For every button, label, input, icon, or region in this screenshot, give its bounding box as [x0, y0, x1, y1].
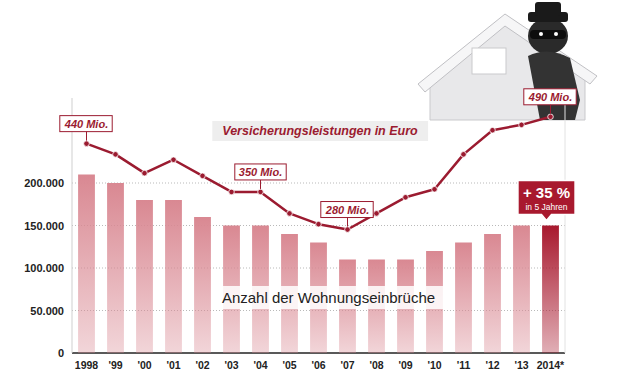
data-label-pointer [550, 105, 551, 114]
data-label: 350 Mio. [239, 166, 282, 178]
bar [194, 217, 211, 353]
data-label: 440 Mio. [64, 118, 108, 130]
bar [513, 226, 530, 354]
x-tick-label: '01 [166, 359, 180, 371]
chart: 0 50.000 100.000 150.000 200.000 1998 '99 '00 '0… [0, 0, 621, 383]
x-tick-label: '09 [398, 359, 412, 371]
series-label: Anzahl der Wohnungseinbrüche [222, 289, 435, 306]
bar [107, 183, 124, 353]
series-label-box [214, 286, 443, 309]
x-tick-label: '05 [282, 359, 296, 371]
series-label: Versicherungsleistungen in Euro [222, 124, 418, 138]
x-tick-label: '13 [514, 359, 528, 371]
labels: 1998 '99 '00 '01 '02 '03 '04 '05 '06 '07 '08 '09 '10… [60, 89, 576, 371]
line-marker [345, 227, 351, 233]
y2-axis-line [565, 98, 566, 353]
line-marker [142, 170, 148, 176]
data-label: 280 Mio. [325, 204, 369, 216]
x-tick-label: '99 [108, 359, 122, 371]
y-axis-line [72, 98, 73, 353]
burglar-illustration [418, 2, 597, 120]
line-marker [229, 189, 235, 195]
callout-subtext: in 5 Jahren [525, 202, 567, 212]
burglar-eye [554, 32, 558, 36]
grid-line [72, 183, 565, 184]
burglar-head [528, 18, 568, 54]
house [430, 22, 585, 120]
x-tick-label: '10 [427, 359, 441, 371]
y-tick-label: 0 [58, 347, 64, 359]
line-marker [374, 211, 380, 217]
x-tick-label: '06 [311, 359, 325, 371]
data-label-box [321, 202, 373, 218]
line-marker [200, 173, 206, 179]
data-label-box [524, 89, 576, 105]
y-tick-label: 50.000 [30, 305, 64, 317]
bar [165, 200, 182, 353]
line-marker [258, 189, 264, 195]
line-marker [490, 127, 496, 133]
bar [484, 234, 501, 353]
x-tick-label: '00 [137, 359, 151, 371]
x-tick-label: '08 [369, 359, 383, 371]
line-marker [403, 195, 409, 201]
grid [72, 183, 565, 353]
x-tick-label: '07 [340, 359, 354, 371]
x-tick-label: '11 [457, 359, 471, 371]
line-marker [287, 211, 293, 217]
burglar-body [528, 51, 580, 120]
x-tick-label: 1998 [75, 359, 99, 371]
line-marker [519, 122, 525, 128]
bar [542, 226, 559, 354]
callout: + 35 %in 5 Jahren [518, 181, 575, 221]
line-marker [548, 114, 554, 120]
data-label-pointer [347, 218, 348, 227]
burglar-hat-top [535, 2, 561, 16]
bar [136, 200, 153, 353]
line-marker [113, 152, 119, 158]
y-tick-label: 150.000 [24, 220, 64, 232]
line-marker [461, 152, 467, 158]
line-marker [316, 221, 322, 227]
x-tick-label: '02 [195, 359, 209, 371]
callout-box [518, 181, 575, 221]
callout-text: + 35 % [523, 184, 570, 201]
line-marker [171, 157, 177, 163]
burglar-eye [539, 32, 543, 36]
series-label-box [212, 121, 428, 141]
data-label-pointer [260, 180, 261, 189]
data-label-pointer [86, 132, 87, 141]
y-tick-label: 200.000 [24, 177, 64, 189]
y-tick-label: 100.000 [24, 262, 64, 274]
x-tick-label: '04 [253, 359, 267, 371]
x-tick-label: '12 [485, 359, 499, 371]
data-label-box [235, 164, 286, 180]
line-marker [84, 141, 90, 147]
x-tick-label: 2014* [537, 359, 565, 371]
plot-area [78, 114, 559, 353]
data-label-box [60, 116, 112, 132]
window [472, 48, 506, 74]
burglar-mask [530, 30, 566, 39]
line-marker [432, 186, 438, 192]
line [87, 117, 551, 230]
bar [455, 243, 472, 354]
x-tick-label: '03 [224, 359, 238, 371]
bar [78, 175, 95, 354]
data-label: 490 Mio. [528, 91, 572, 103]
